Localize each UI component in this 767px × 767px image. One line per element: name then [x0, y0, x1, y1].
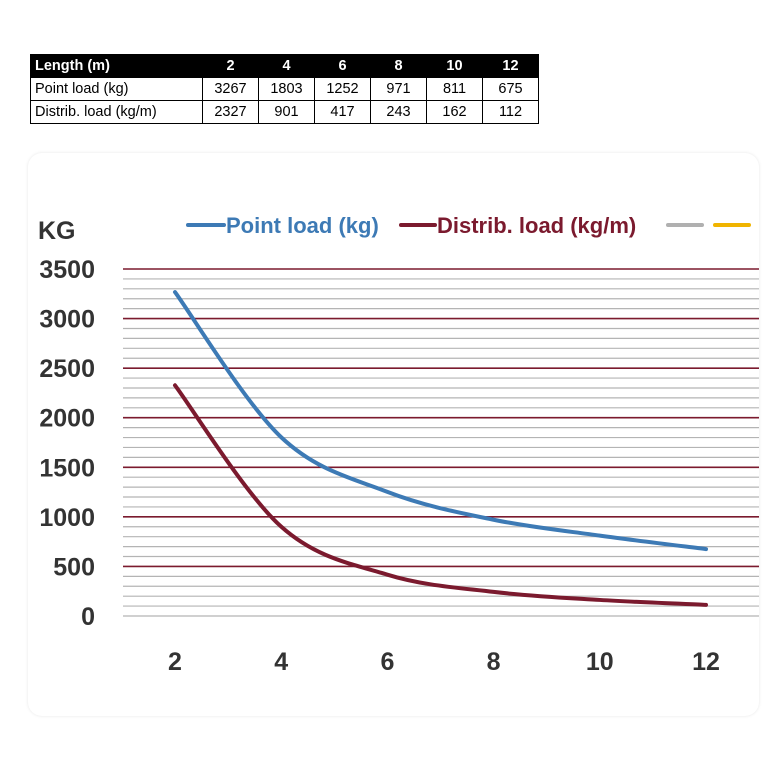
table-header-cell: 12: [482, 54, 539, 78]
table-header-cell: 10: [426, 54, 483, 78]
table-row-label: Point load (kg): [30, 77, 203, 101]
table-cell: 1803: [258, 77, 315, 101]
y-tick-label: 500: [53, 553, 95, 581]
table-header-cell: 4: [258, 54, 315, 78]
y-tick-label: 3500: [39, 256, 95, 284]
x-tick-label: 2: [168, 648, 182, 676]
legend-label: Distrib. load (kg/m): [437, 213, 636, 238]
table-cell: 901: [258, 100, 315, 124]
table-row-label: Distrib. load (kg/m): [30, 100, 203, 124]
series-lines: [173, 290, 708, 607]
table-row: Point load (kg) 3267 1803 1252 971 811 6…: [30, 77, 539, 101]
table-cell: 3267: [202, 77, 259, 101]
grid-lines: [123, 268, 759, 617]
series-line-1: [173, 290, 708, 552]
x-tick-label: 12: [692, 648, 720, 676]
y-tick-label: 2500: [39, 355, 95, 383]
y-tick-label: 1000: [39, 504, 95, 532]
table-cell: 971: [370, 77, 427, 101]
y-tick-label: 2000: [39, 405, 95, 433]
line-chart: 0 500 1000 1500 2000 2500 3000 3500 2 4 6 8 10 12 KG…: [38, 213, 759, 676]
table-cell: 2327: [202, 100, 259, 124]
table-cell: 417: [314, 100, 371, 124]
y-axis-ticks: 0 500 1000 1500 2000 2500 3000 3500: [39, 256, 95, 631]
x-axis-ticks: 2 4 6 8 10 12: [168, 648, 720, 676]
table-row: Distrib. load (kg/m) 2327 901 417 243 16…: [30, 100, 539, 124]
table-header-cell: 8: [370, 54, 427, 78]
table-header-cell: 6: [314, 54, 371, 78]
y-axis-label: KG: [38, 217, 76, 245]
x-tick-label: 4: [274, 648, 288, 676]
y-tick-label: 3000: [39, 306, 95, 334]
table-header-label: Length (m): [30, 54, 203, 78]
y-tick-label: 1500: [39, 454, 95, 482]
legend: Point load (kg) Distrib. load (kg/m): [186, 213, 751, 238]
chart-card: 0 500 1000 1500 2000 2500 3000 3500 2 4 6 8 10 12 KG…: [28, 153, 759, 716]
table-cell: 675: [482, 77, 539, 101]
table-cell: 811: [426, 77, 483, 101]
series-line-2: [173, 383, 708, 607]
table-cell: 112: [482, 100, 539, 124]
table-header-cell: 2: [202, 54, 259, 78]
x-tick-label: 8: [487, 648, 501, 676]
x-tick-label: 10: [586, 648, 614, 676]
table-header-row: Length (m) 2 4 6 8 10 12: [30, 54, 539, 78]
table-cell: 162: [426, 100, 483, 124]
data-table: Length (m) 2 4 6 8 10 12 Point load (kg)…: [30, 54, 539, 124]
legend-label: Point load (kg): [226, 213, 379, 238]
table-cell: 1252: [314, 77, 371, 101]
x-tick-label: 6: [380, 648, 394, 676]
y-tick-label: 0: [81, 603, 95, 631]
table-cell: 243: [370, 100, 427, 124]
